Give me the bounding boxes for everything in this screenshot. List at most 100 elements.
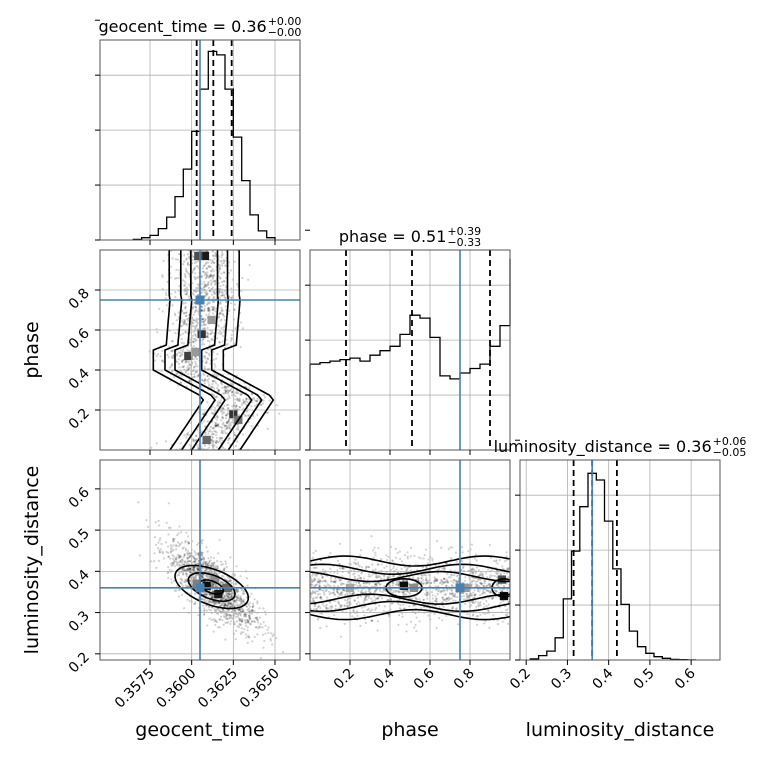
sample-point — [402, 591, 405, 594]
sample-point — [235, 588, 238, 591]
sample-point — [185, 322, 188, 325]
sample-point — [220, 272, 223, 275]
sample-point — [212, 600, 215, 603]
sample-point — [158, 539, 161, 542]
sample-point — [183, 553, 186, 556]
sample-point — [499, 572, 502, 575]
sample-point — [440, 609, 443, 613]
sample-point — [157, 547, 160, 550]
sample-point — [376, 576, 380, 579]
sample-point — [223, 280, 226, 283]
sample-point — [383, 575, 386, 578]
sample-point — [173, 537, 176, 541]
sample-point — [169, 562, 172, 566]
sample-point — [223, 569, 226, 572]
sample-point — [383, 585, 386, 588]
sample-point — [246, 584, 249, 587]
sample-point — [197, 552, 200, 555]
sample-point — [187, 560, 190, 563]
sample-point — [210, 282, 213, 285]
sample-point — [257, 627, 260, 630]
sample-point — [187, 560, 190, 563]
sample-point — [184, 572, 188, 575]
sample-point — [182, 556, 185, 559]
sample-point — [352, 561, 356, 564]
sample-point — [172, 557, 175, 560]
sample-point — [227, 407, 230, 410]
density-block — [399, 581, 409, 590]
sample-point — [246, 414, 250, 417]
sample-point — [221, 603, 224, 606]
sample-point — [212, 412, 215, 415]
sample-point — [210, 338, 213, 341]
sample-point — [222, 421, 225, 424]
sample-point — [234, 609, 237, 612]
sample-point — [242, 401, 245, 404]
sample-point — [188, 380, 191, 383]
sample-point — [191, 438, 194, 441]
sample-point — [420, 607, 423, 610]
sample-point — [248, 617, 252, 620]
sample-point — [239, 595, 243, 598]
sample-point — [470, 543, 473, 546]
sample-point — [221, 610, 225, 613]
sample-point — [248, 414, 251, 417]
sample-point — [181, 547, 184, 550]
sample-point — [201, 309, 204, 312]
sample-point — [474, 553, 478, 556]
sample-point — [336, 569, 339, 572]
sample-point — [205, 273, 208, 276]
sample-point — [245, 398, 248, 401]
sample-point — [488, 590, 491, 593]
sample-point — [359, 576, 362, 579]
sample-point — [182, 358, 185, 361]
sample-point — [209, 609, 212, 612]
sample-point — [248, 601, 252, 604]
sample-point — [188, 363, 191, 366]
sample-point — [369, 591, 372, 594]
sample-point — [197, 445, 200, 448]
sample-point — [201, 562, 204, 565]
sample-point — [245, 619, 248, 622]
sample-point — [435, 579, 438, 583]
sample-point — [188, 379, 191, 382]
sample-point — [492, 614, 495, 617]
sample-point — [233, 342, 236, 345]
sample-point — [192, 568, 195, 571]
sample-point — [248, 616, 251, 619]
panel-frame — [309, 249, 511, 451]
sample-point — [506, 589, 509, 592]
sample-point — [161, 359, 164, 362]
sample-point — [193, 560, 196, 563]
sample-point — [481, 582, 484, 585]
sample-point — [217, 389, 220, 392]
sample-point — [238, 608, 241, 611]
sample-point — [182, 365, 185, 368]
sample-point — [194, 434, 197, 437]
sample-point — [213, 363, 216, 366]
sample-point — [226, 609, 229, 613]
sample-point — [445, 598, 448, 601]
sample-point — [204, 277, 208, 280]
sample-point — [363, 605, 366, 608]
sample-point — [490, 589, 493, 593]
sample-point — [188, 554, 192, 557]
sample-point — [505, 572, 508, 575]
sample-point — [227, 439, 230, 442]
sample-point — [193, 602, 196, 606]
sample-point — [178, 366, 181, 369]
sample-point — [236, 440, 239, 443]
sample-point — [228, 613, 231, 617]
sample-point — [467, 550, 470, 553]
sample-point — [337, 600, 340, 603]
sample-point — [189, 554, 192, 558]
sample-point — [244, 622, 247, 625]
sample-point — [179, 581, 182, 585]
sample-point — [225, 344, 228, 347]
sample-point — [184, 268, 188, 271]
sample-point — [181, 310, 184, 313]
sample-point — [175, 564, 178, 567]
sample-point — [211, 589, 214, 593]
sample-point — [483, 606, 486, 609]
y-axis-title-phase: phase — [21, 321, 43, 378]
